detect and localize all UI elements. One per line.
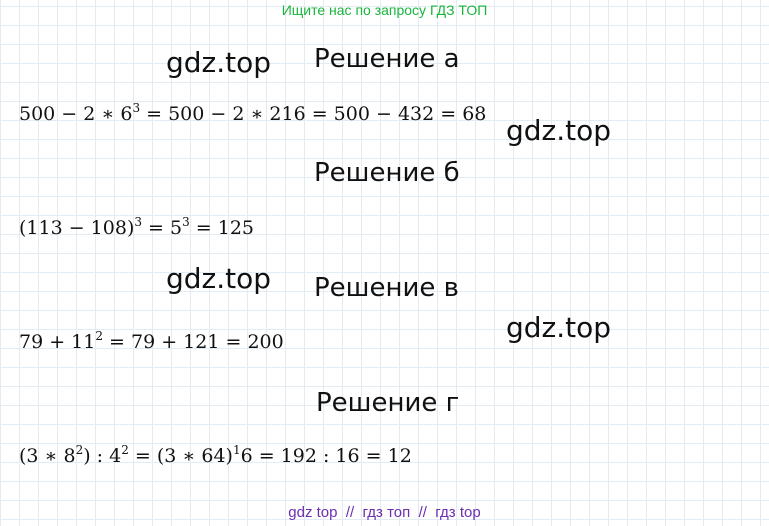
solution-expression-b: (113 − 108)3 = 53 = 125 xyxy=(19,215,254,239)
expr-part: = 79 + 121 = 200 xyxy=(103,331,284,353)
solution-heading-g: Решение г xyxy=(316,388,460,418)
exponent: 2 xyxy=(121,443,129,457)
expr-part: (113 − 108) xyxy=(19,217,135,239)
exponent: 3 xyxy=(134,215,142,229)
solution-heading-b: Решение б xyxy=(314,158,460,188)
exponent: 3 xyxy=(132,101,141,115)
site-banner: Ищите нас по запросу ГДЗ ТОП xyxy=(281,2,488,18)
exponent: 2 xyxy=(75,443,84,457)
solution-expression-g: (3 ∗ 82) : 42 = (3 ∗ 64)16 = 192 : 16 = … xyxy=(19,443,412,467)
expr-part: 6 = 192 : 16 = 12 xyxy=(240,445,412,467)
expr-part: = 125 xyxy=(189,217,254,239)
solution-expression-v: 79 + 112 = 79 + 121 = 200 xyxy=(19,329,284,353)
solution-expression-a: 500 − 2 ∗ 63 = 500 − 2 ∗ 216 = 500 − 432… xyxy=(19,101,486,125)
watermark: gdz.top xyxy=(166,262,272,295)
expr-part: = 500 − 2 ∗ 216 = 500 − 432 = 68 xyxy=(140,103,487,125)
exponent: 3 xyxy=(182,215,190,229)
watermark: gdz.top xyxy=(506,114,612,147)
expr-part: = (3 ∗ 64) xyxy=(128,445,233,467)
expr-part: 500 − 2 ∗ 6 xyxy=(19,103,133,125)
exponent: 2 xyxy=(95,329,103,343)
exponent: 1 xyxy=(232,443,241,457)
expr-part: 79 + 11 xyxy=(19,331,96,353)
solution-heading-v: Решение в xyxy=(314,273,459,303)
expr-part: (3 ∗ 8 xyxy=(19,445,76,467)
footer-links[interactable]: gdz top // гдз топ // гдз top xyxy=(288,504,481,521)
watermark: gdz.top xyxy=(506,311,612,344)
expr-part: = 5 xyxy=(142,217,183,239)
watermark: gdz.top xyxy=(166,46,272,79)
expr-part: ) : 4 xyxy=(83,445,122,467)
solution-heading-a: Решение а xyxy=(314,44,460,74)
